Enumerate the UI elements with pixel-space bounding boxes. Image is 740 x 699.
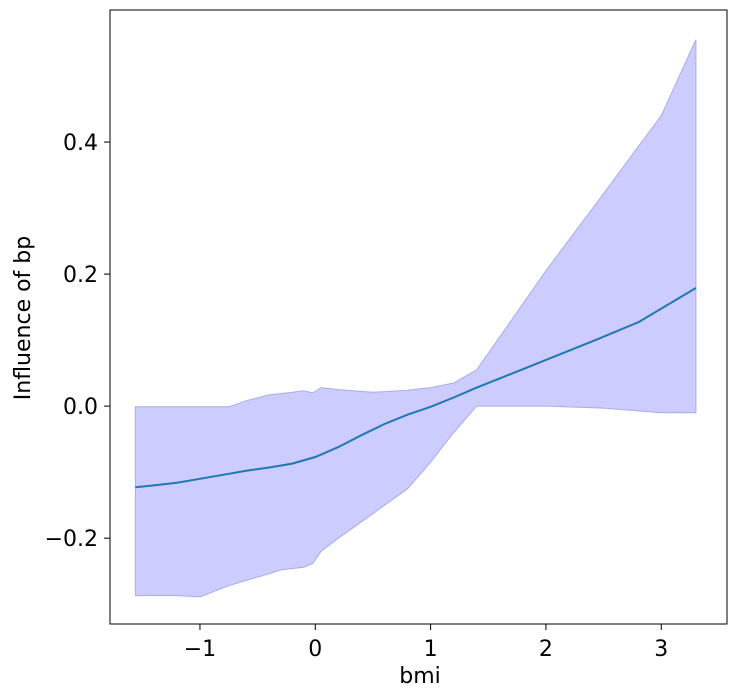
- y-tick-label: 0.2: [63, 263, 98, 288]
- x-tick-label: −1: [184, 637, 216, 662]
- confidence-band-layer: [134, 39, 697, 598]
- series-line-0: [135, 287, 697, 489]
- y-axis-label: Influence of bp: [11, 236, 36, 400]
- y-axis-ticks: −0.2 0.0 0.2 0.4: [45, 131, 110, 552]
- x-tick-label: 3: [654, 637, 668, 662]
- x-tick-label: 0: [308, 637, 322, 662]
- series-line-layer: [135, 287, 697, 489]
- x-axis-label: bmi: [399, 664, 441, 689]
- y-tick-label: −0.2: [45, 527, 98, 552]
- y-tick-label: 0.0: [63, 395, 98, 420]
- y-tick-label: 0.4: [63, 131, 98, 156]
- confidence-band-0: [134, 39, 697, 598]
- x-axis-ticks: −1 0 1 2 3: [184, 624, 668, 662]
- x-tick-label: 1: [424, 637, 438, 662]
- plot-frame: [109, 9, 728, 625]
- x-tick-label: 2: [539, 637, 553, 662]
